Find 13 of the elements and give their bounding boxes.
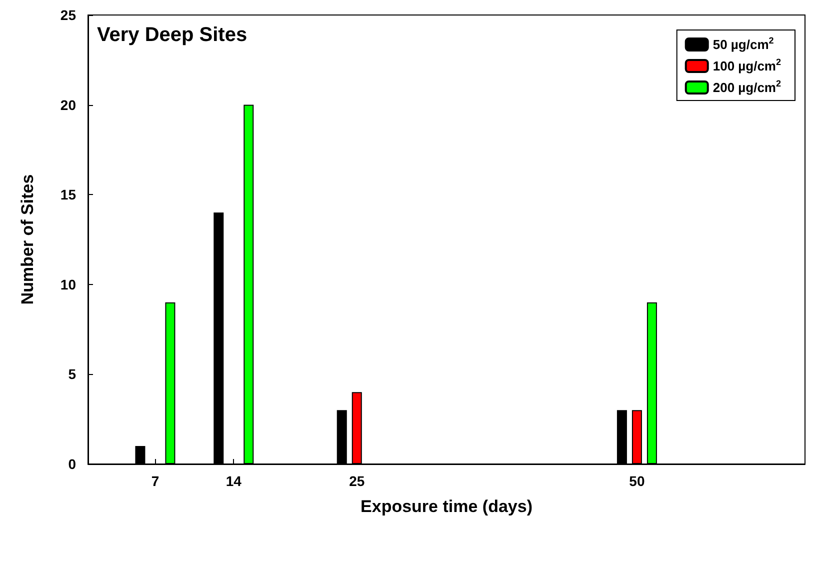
x-tick-label: 14: [226, 473, 242, 489]
x-tick-label: 50: [629, 473, 645, 489]
chart-title: Very Deep Sites: [97, 24, 248, 46]
y-tick-label: 0: [68, 456, 76, 472]
x-tick-label: 7: [151, 473, 160, 489]
y-tick-label: 20: [60, 96, 76, 113]
y-tick-label: 10: [60, 276, 76, 292]
x-tick-label: 25: [349, 473, 365, 489]
y-tick-label: 25: [60, 7, 76, 23]
y-axis-title: Number of Sites: [18, 174, 37, 305]
x-axis-title: Exposure time (days): [360, 497, 532, 516]
y-tick-label: 15: [60, 186, 76, 203]
y-tick-label: 5: [68, 366, 76, 382]
